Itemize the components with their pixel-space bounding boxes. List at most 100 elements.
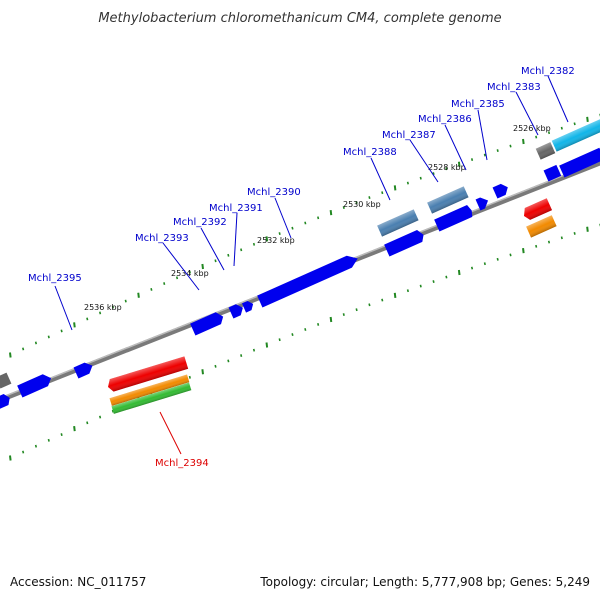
kbp-label-2528: 2528 kbp bbox=[428, 163, 466, 172]
tick-row-upper-tick bbox=[9, 352, 12, 358]
tick-row-upper-tick bbox=[381, 191, 384, 195]
gene-left-mid bbox=[17, 374, 52, 398]
leader-lines bbox=[54, 75, 569, 331]
tick-row-upper-tick bbox=[252, 242, 256, 246]
gene-mchl-2386-a bbox=[475, 197, 489, 211]
tick-row-lower-tick bbox=[496, 257, 499, 261]
tick-row-lower-tick bbox=[406, 289, 409, 293]
tick-row-upper-tick bbox=[432, 172, 435, 175]
gene-label-mchl-2385: Mchl_2385 bbox=[451, 99, 505, 110]
gene-mchl-2386 bbox=[427, 186, 469, 214]
gene-mchl-2387 bbox=[434, 204, 473, 232]
tick-row-upper-tick bbox=[278, 232, 281, 235]
tick-row-upper-tick bbox=[368, 196, 371, 200]
leader-line-2394 bbox=[159, 411, 182, 455]
tick-row-upper-tick bbox=[419, 176, 422, 180]
tick-row-lower-tick bbox=[240, 354, 243, 357]
leader-line-2395 bbox=[54, 285, 73, 331]
tick-row-lower-tick bbox=[419, 284, 422, 288]
tick-row-upper-tick bbox=[547, 131, 551, 135]
leader-line-2386 bbox=[444, 124, 467, 171]
reverse-genes bbox=[108, 198, 557, 414]
gene-mchl-2395 bbox=[73, 362, 93, 379]
gene-left-edge-gray bbox=[0, 372, 12, 389]
tick-row-lower-tick bbox=[535, 244, 538, 248]
tick-row-upper-tick bbox=[73, 322, 76, 328]
tick-row-lower-tick bbox=[9, 455, 12, 461]
leader-line-2382 bbox=[547, 75, 569, 123]
tick-row-lower-tick bbox=[355, 308, 358, 312]
tick-row-upper-tick bbox=[34, 341, 38, 345]
tick-row-upper-tick bbox=[163, 282, 166, 286]
tick-row-upper-tick bbox=[329, 210, 333, 216]
tick-row-lower-tick bbox=[457, 269, 461, 276]
tick-row-lower-tick bbox=[573, 232, 576, 235]
tick-row-upper-tick bbox=[573, 122, 576, 126]
kbp-label-2532: 2532 kbp bbox=[257, 236, 295, 245]
tick-row-upper-tick bbox=[22, 347, 25, 351]
gene-mchl-2392 bbox=[228, 304, 243, 319]
tick-row-upper-tick bbox=[265, 236, 269, 242]
tick-row-upper-tick bbox=[188, 270, 191, 274]
tick-row-upper-tick bbox=[111, 305, 114, 309]
gene-mchl-2385 bbox=[492, 183, 508, 199]
gene-red-right bbox=[524, 198, 553, 220]
tick-row-upper-tick bbox=[483, 153, 486, 157]
leader-line-2393 bbox=[162, 242, 200, 291]
tick-row-upper-tick bbox=[227, 253, 230, 257]
accession-text: Accession: NC_011757 bbox=[10, 575, 146, 589]
scale-ticks bbox=[9, 113, 600, 461]
tick-row-upper-tick bbox=[535, 135, 538, 139]
tick-row-lower-tick bbox=[22, 450, 25, 454]
gene-label-mchl-2386: Mchl_2386 bbox=[418, 114, 472, 125]
tick-row-upper-tick bbox=[355, 201, 358, 205]
tick-row-upper-tick bbox=[509, 144, 512, 148]
tick-row-upper-tick bbox=[137, 292, 140, 298]
tick-row-upper-tick bbox=[99, 311, 102, 315]
leader-line-2385 bbox=[477, 109, 488, 161]
tick-row-lower-tick bbox=[470, 266, 474, 270]
tick-row-lower-tick bbox=[99, 415, 102, 419]
gene-mchl-2394-red bbox=[108, 356, 189, 392]
tick-row-upper-tick bbox=[496, 149, 499, 152]
tick-row-lower-tick bbox=[483, 262, 486, 266]
gene-upper-right bbox=[559, 147, 600, 178]
tick-row-lower-tick bbox=[214, 364, 217, 368]
gene-label-mchl-2394: Mchl_2394 bbox=[155, 458, 209, 469]
tick-row-lower-tick bbox=[304, 328, 307, 331]
tick-row-lower-tick bbox=[547, 240, 551, 244]
gene-mchl-2394-green bbox=[111, 382, 192, 414]
kbp-label-2536: 2536 kbp bbox=[84, 303, 122, 312]
tick-row-upper-tick bbox=[342, 206, 345, 210]
tick-row-upper-tick bbox=[240, 248, 243, 252]
gene-mchl-2383 bbox=[535, 142, 556, 160]
gene-mchl-2390 bbox=[257, 255, 358, 308]
gene-label-mchl-2391: Mchl_2391 bbox=[209, 203, 263, 214]
tick-row-lower-tick bbox=[111, 409, 114, 413]
tick-row-upper-tick bbox=[470, 158, 474, 162]
tick-row-lower-tick bbox=[381, 298, 384, 302]
tick-row-lower-tick bbox=[47, 438, 50, 442]
gene-label-mchl-2395: Mchl_2395 bbox=[28, 273, 82, 284]
tick-row-upper-tick bbox=[406, 181, 409, 185]
tick-row-lower-tick bbox=[445, 275, 448, 279]
tick-row-lower-tick bbox=[252, 348, 256, 352]
tick-row-upper-tick bbox=[60, 329, 63, 333]
tick-row-lower-tick bbox=[368, 303, 371, 307]
tick-row-upper-tick bbox=[150, 287, 153, 291]
gene-labels: Mchl_2382 Mchl_2383 Mchl_2385 Mchl_2386 … bbox=[28, 66, 575, 284]
tick-row-lower-tick bbox=[278, 338, 281, 342]
tick-row-lower-tick bbox=[60, 433, 63, 436]
tick-row-lower-tick bbox=[342, 313, 345, 316]
tick-row-lower-tick bbox=[201, 369, 204, 375]
gene-mchl-2388-b bbox=[384, 229, 424, 257]
gene-label-mchl-2383: Mchl_2383 bbox=[487, 82, 541, 93]
tick-row-upper-tick bbox=[445, 167, 448, 171]
gene-orange-right bbox=[526, 215, 557, 238]
gene-mchl-2391 bbox=[241, 300, 254, 313]
tick-row-upper-tick bbox=[560, 126, 563, 130]
tick-row-upper-tick bbox=[291, 226, 294, 230]
tick-row-upper-tick bbox=[457, 161, 461, 167]
gene-label-mchl-2392: Mchl_2392 bbox=[173, 217, 227, 228]
